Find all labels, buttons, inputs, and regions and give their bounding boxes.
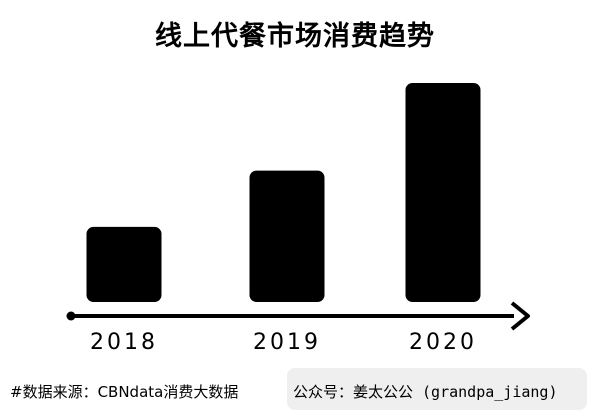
x-tick-label-2019: 2019 (253, 330, 321, 355)
credit-text: 公众号：姜太公公 (grandpa_jiang) (293, 383, 558, 401)
x-tick-label-2018: 2018 (90, 330, 158, 355)
x-tick-label-2020: 2020 (409, 330, 477, 355)
bar-2019 (249, 170, 325, 302)
bar-2020 (405, 83, 481, 302)
bar-chart: 2018 2019 2020 (66, 83, 530, 355)
axis-arrowhead (510, 301, 530, 331)
x-axis (66, 301, 530, 331)
credit-box: 公众号：姜太公公 (grandpa_jiang) (287, 368, 587, 410)
chart-title: 线上代餐市场消费趋势 (155, 21, 435, 52)
bar-2018 (86, 226, 162, 302)
data-source-note: #数据来源：CBNdata消费大数据 (10, 383, 239, 401)
